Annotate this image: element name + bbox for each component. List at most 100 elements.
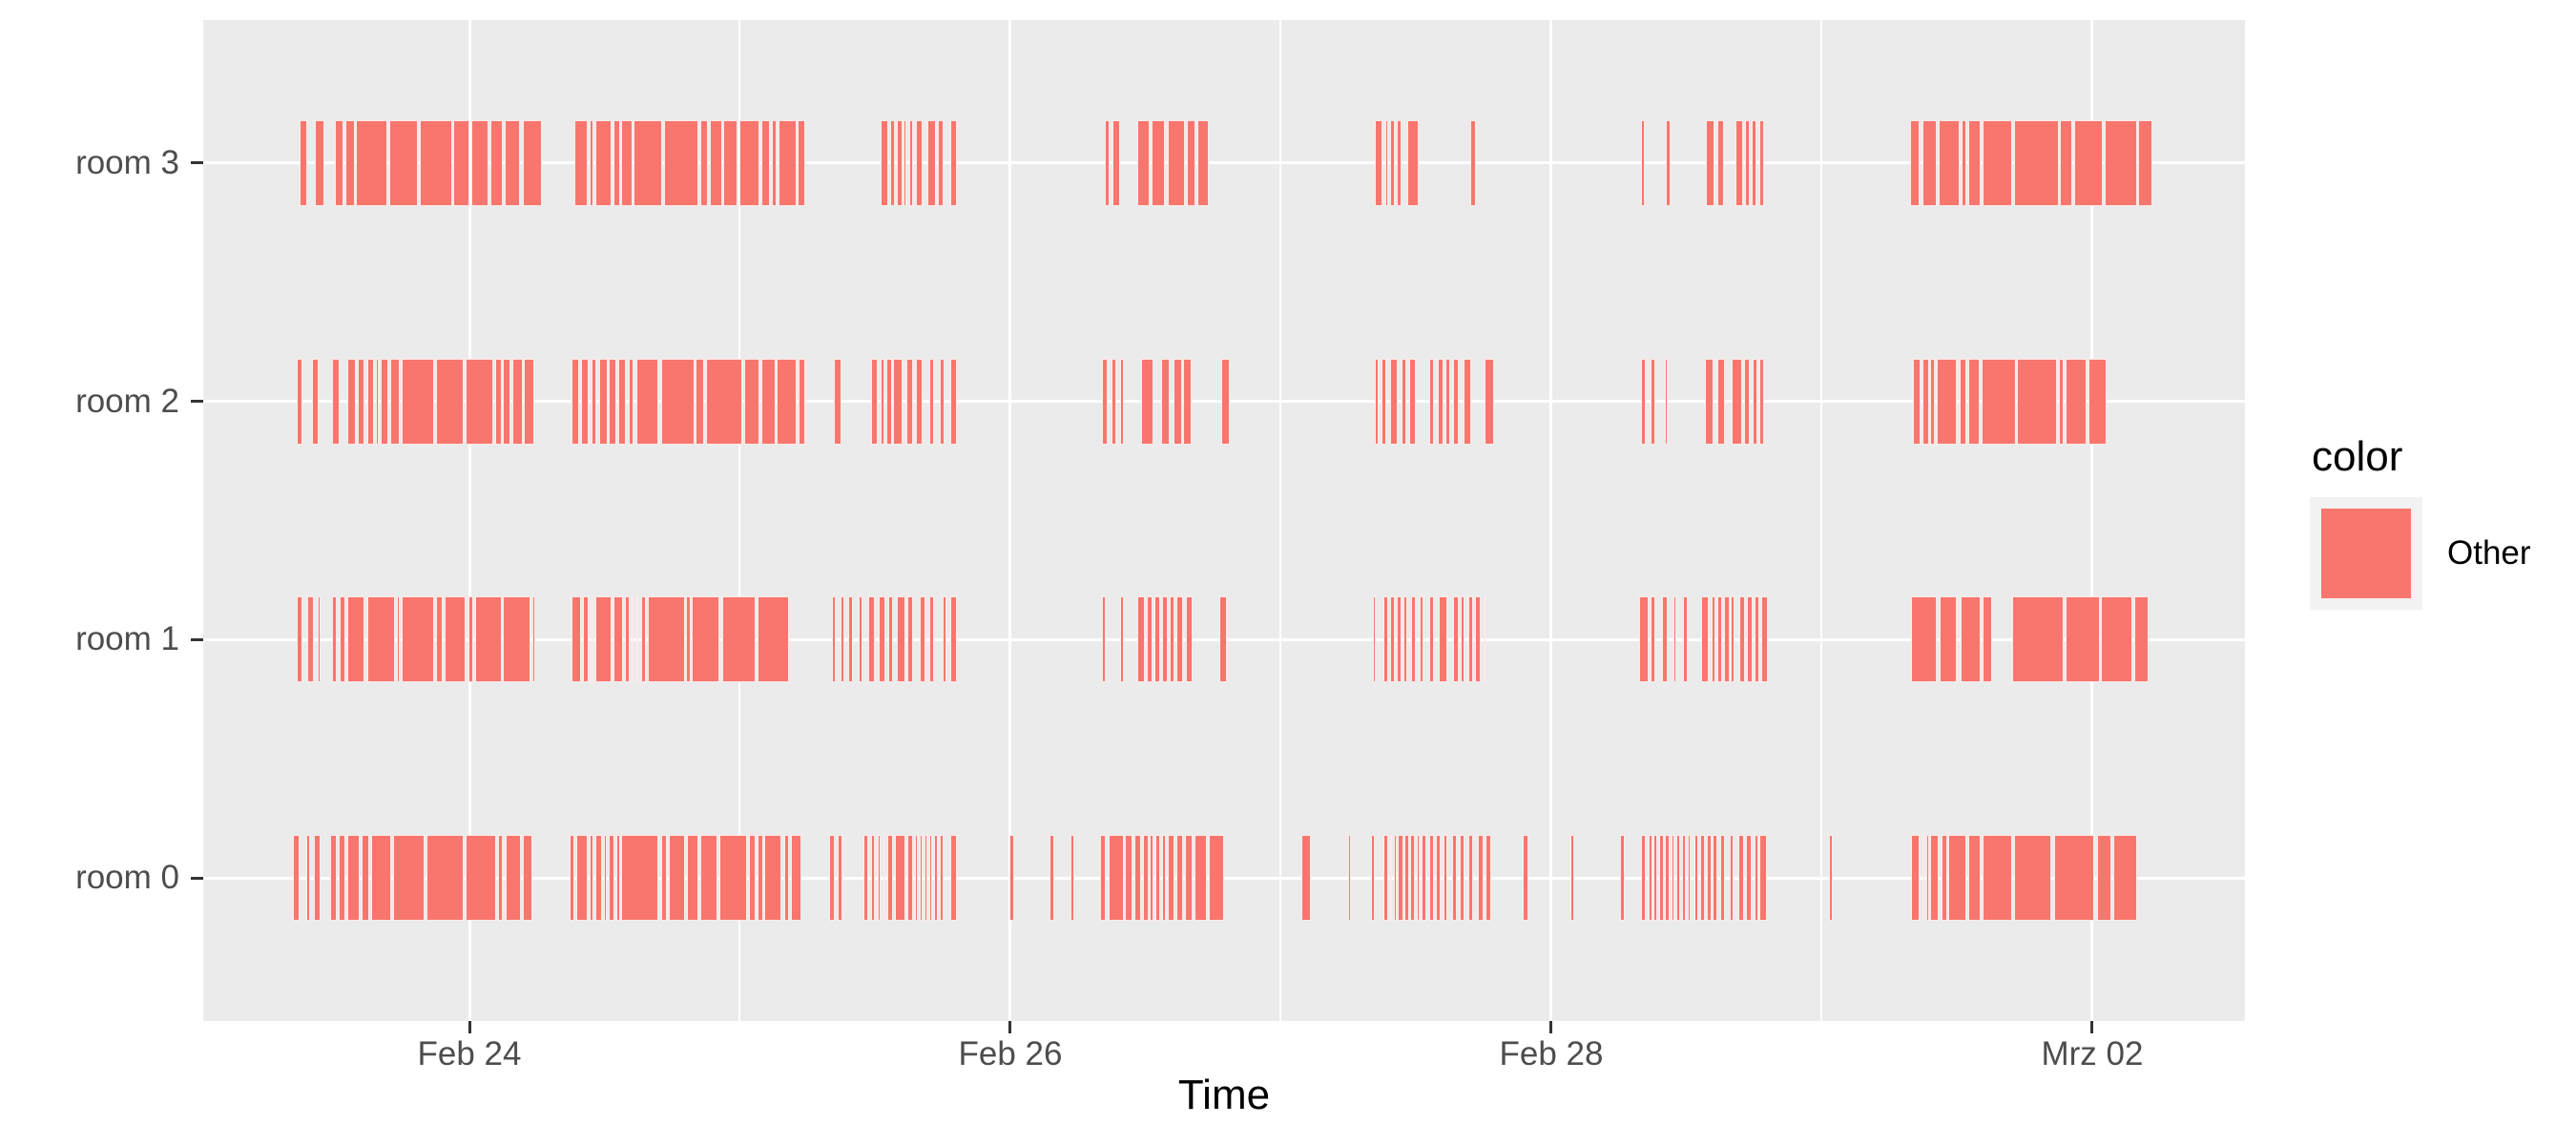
interval-bar [1460, 835, 1465, 922]
plot-panel [203, 20, 2245, 1021]
interval-bar [664, 119, 698, 206]
interval-bar [1453, 358, 1460, 445]
interval-bar [1111, 358, 1116, 445]
interval-bar [621, 119, 634, 206]
interval-bar [950, 596, 958, 683]
interval-bar [1374, 358, 1380, 445]
interval-bar [1639, 596, 1649, 683]
interval-bar [371, 835, 392, 922]
interval-bar [1463, 358, 1472, 445]
interval-bar [928, 835, 933, 922]
interval-bar [700, 835, 717, 922]
interval-bar [832, 596, 836, 683]
interval-bar [790, 835, 802, 922]
interval-bar [1676, 835, 1680, 922]
interval-bar [306, 596, 314, 683]
interval-bar [1759, 358, 1765, 445]
legend-title: color [2312, 433, 2403, 480]
interval-bar [722, 119, 738, 206]
interval-bar [1706, 835, 1712, 922]
y-tick-label-room-3: room 3 [75, 143, 179, 181]
y-tick-label-room-0: room 0 [75, 859, 179, 897]
interval-bar [1620, 835, 1625, 922]
interval-bar [1162, 835, 1166, 922]
interval-bar [1687, 835, 1692, 922]
interval-bar [397, 596, 400, 683]
interval-bar [748, 835, 757, 922]
interval-bar [571, 358, 579, 445]
interval-bar [1406, 119, 1419, 206]
interval-bar [2053, 835, 2095, 922]
interval-bar [1411, 596, 1417, 683]
interval-bar [522, 835, 533, 922]
interval-bar [1735, 119, 1743, 206]
interval-bar [685, 596, 691, 683]
interval-bar [1759, 835, 1767, 922]
interval-bar [2133, 596, 2149, 683]
interval-bar [1112, 119, 1120, 206]
interval-bar [758, 596, 790, 683]
interval-bar [1910, 596, 1937, 683]
legend: color Other [2310, 434, 2531, 610]
interval-bar [896, 119, 903, 206]
interval-bar [1429, 358, 1435, 445]
interval-bar [878, 596, 885, 683]
interval-bar [299, 119, 307, 206]
interval-bar [2096, 835, 2111, 922]
interval-bar [1485, 835, 1492, 922]
interval-bar [358, 358, 365, 445]
interval-bar [2101, 596, 2133, 683]
interval-bar [1141, 358, 1153, 445]
interval-bar [595, 119, 612, 206]
interval-bar [1939, 119, 1960, 206]
interval-bar [1436, 835, 1442, 922]
interval-bar [939, 835, 945, 922]
interval-bar [903, 119, 907, 206]
interval-bar [1397, 596, 1402, 683]
interval-bar [576, 835, 588, 922]
interval-bar [625, 596, 630, 683]
interval-bar [2088, 358, 2108, 445]
interval-bar [908, 119, 914, 206]
interval-bar [1968, 358, 1980, 445]
interval-bar [1982, 358, 2016, 445]
interval-bar [896, 596, 906, 683]
interval-bar [435, 596, 443, 683]
interval-bar [1218, 596, 1227, 683]
interval-bar [2074, 119, 2103, 206]
interval-bar [1661, 596, 1668, 683]
interval-bar [660, 835, 667, 922]
interval-bar [1729, 835, 1735, 922]
interval-bar [1382, 596, 1388, 683]
interval-bar [2113, 835, 2138, 922]
interval-bar [1137, 596, 1145, 683]
interval-bar [1398, 835, 1404, 922]
interval-bar [1125, 835, 1132, 922]
interval-bar [375, 358, 380, 445]
interval-bar [331, 358, 341, 445]
interval-bar [1739, 596, 1746, 683]
interval-bar [928, 358, 934, 445]
interval-bar [389, 119, 418, 206]
interval-bar [1523, 835, 1529, 922]
interval-bar [1485, 358, 1494, 445]
gridline-x-minor [738, 20, 741, 1021]
interval-bar [2012, 596, 2065, 683]
interval-bar [771, 119, 778, 206]
interval-bar [313, 835, 322, 922]
interval-bar [595, 596, 612, 683]
interval-bar [1154, 596, 1161, 683]
interval-bar [495, 358, 503, 445]
interval-bar [635, 358, 659, 445]
interval-bar [511, 358, 523, 445]
interval-bar [1150, 835, 1153, 922]
interval-bar [1437, 358, 1444, 445]
interval-bar [1438, 596, 1448, 683]
interval-bar [1665, 835, 1670, 922]
interval-bar [390, 358, 400, 445]
x-tick-label: Feb 26 [958, 1035, 1063, 1072]
interval-bar [893, 358, 903, 445]
interval-bar [939, 358, 945, 445]
interval-bar [798, 358, 805, 445]
interval-bar [505, 835, 522, 922]
